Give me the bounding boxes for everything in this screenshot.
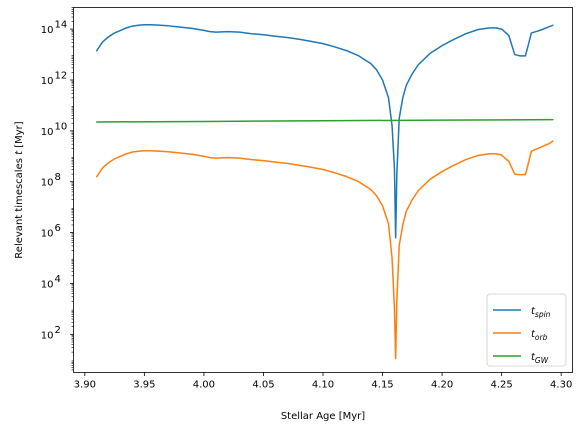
y-tick-label-exponent: 6 — [55, 223, 61, 234]
y-tick-label-exponent: 14 — [55, 20, 68, 31]
y-tick-label: 10 — [41, 76, 54, 87]
y-tick-label-exponent: 4 — [55, 274, 61, 285]
x-tick-label: 4.25 — [491, 380, 513, 391]
legend-label-spin: tspin — [531, 306, 551, 319]
y-axis-label-suffix: [Myr] — [14, 121, 25, 151]
x-tick-label: 4.10 — [312, 380, 334, 391]
x-tick-label: 4.00 — [193, 380, 215, 391]
legend-label-orb: torb — [531, 329, 548, 342]
y-tick-label: 10 — [41, 178, 54, 189]
x-tick-label: 3.90 — [74, 380, 96, 391]
legend: tspin torb tGW — [486, 293, 567, 367]
y-tick-label: 10 — [41, 25, 54, 36]
x-tick-label: 4.05 — [252, 380, 274, 391]
y-axis-label-prefix: Relevant timescales — [14, 155, 25, 259]
y-tick-label-exponent: 8 — [55, 172, 61, 183]
series-layer — [95, 24, 554, 360]
x-tick-label: 3.95 — [133, 380, 155, 391]
x-tick-label: 4.20 — [431, 380, 453, 391]
series-line-orb — [95, 140, 554, 360]
legend-label-GW: tGW — [531, 352, 549, 365]
y-tick-label-exponent: 10 — [55, 121, 68, 132]
y-tick-label: 10 — [41, 127, 54, 138]
x-axis-ticks: 3.90 3.95 4.00 4.05 4.10 4.15 4.20 4.25 4.30 — [74, 372, 572, 391]
series-line-GW — [95, 118, 554, 123]
x-tick-label: 4.15 — [371, 380, 393, 391]
y-tick-label-exponent: 12 — [55, 70, 68, 81]
y-tick-label: 10 — [41, 330, 54, 341]
y-axis-label: Relevant timescales t [Myr] — [14, 121, 25, 258]
x-axis-label: Stellar Age [Myr] — [281, 411, 365, 422]
series-line-spin — [95, 24, 554, 239]
x-tick-label: 4.30 — [550, 380, 572, 391]
y-axis-label-variable: t — [14, 150, 25, 155]
y-tick-label-exponent: 2 — [55, 325, 61, 336]
y-tick-label: 10 — [41, 279, 54, 290]
legend-box — [486, 293, 567, 367]
y-tick-label: 10 — [41, 229, 54, 240]
